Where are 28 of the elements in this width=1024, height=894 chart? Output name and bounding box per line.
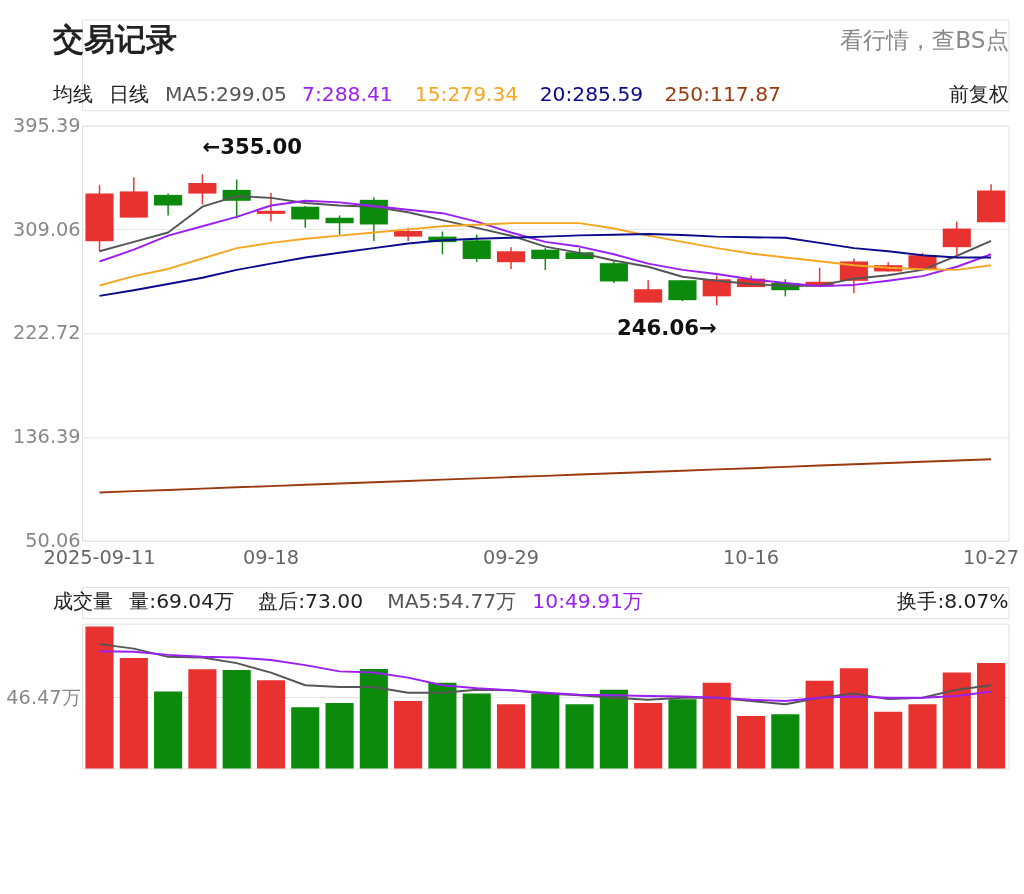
- text: 成交量: [53, 589, 114, 614]
- text: 看行情，查BS点: [840, 26, 1009, 53]
- text: 250:117.87: [664, 81, 781, 106]
- text: MA5:54.77万: [387, 589, 517, 614]
- text: 均线: [52, 81, 94, 106]
- chart-title: 交易记录: [52, 21, 178, 58]
- annotation: 246.06→: [617, 315, 717, 341]
- text: 量:69.04万: [129, 589, 235, 614]
- text: 日线: [109, 81, 150, 106]
- text: 15:279.34: [414, 81, 519, 106]
- text: 换手:8.07%: [897, 589, 1009, 614]
- y-tick-label: 136.39: [13, 425, 81, 449]
- text: MA5:299.05: [165, 81, 287, 106]
- x-tick-label: 10-27: [963, 546, 1020, 570]
- text: 盘后:73.00: [258, 589, 364, 614]
- y-tick-label: 395.39: [13, 113, 81, 137]
- annotation: ←355.00: [202, 133, 303, 159]
- text: 前复权: [948, 81, 1009, 106]
- x-tick-label: 10-16: [723, 546, 780, 570]
- y-tick-label: 222.72: [13, 321, 81, 345]
- x-tick-label: 09-18: [242, 546, 300, 570]
- text: 7:288.41: [302, 81, 393, 106]
- x-tick-label: 2025-09-11: [43, 546, 156, 570]
- text: 10:49.91万: [532, 589, 643, 614]
- y-tick-label: 46.47万: [6, 685, 81, 709]
- x-tick-label: 09-29: [482, 546, 540, 570]
- y-tick-label: 309.06: [13, 217, 81, 241]
- text: 20:285.59: [539, 81, 644, 106]
